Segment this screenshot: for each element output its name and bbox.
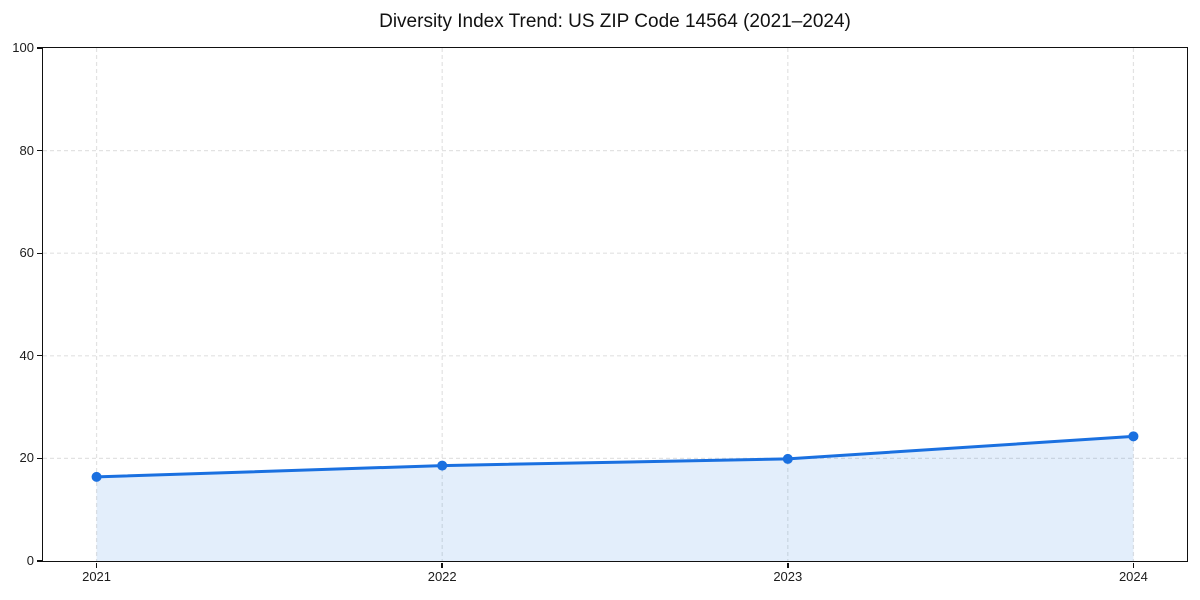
y-tick-mark	[36, 355, 42, 357]
x-tick-mark	[95, 562, 98, 568]
x-tick-label: 2022	[427, 569, 457, 584]
x-tick-label: 2021	[82, 569, 112, 584]
x-tick-mark	[1132, 562, 1135, 568]
y-tick-mark	[36, 560, 42, 562]
y-tick-label: 80	[19, 142, 34, 158]
data-point-marker	[91, 471, 102, 482]
x-tick-label: 2023	[773, 569, 803, 584]
data-point-marker	[1127, 430, 1138, 441]
x-tick-label: 2024	[1118, 569, 1148, 584]
x-tick-mark	[441, 562, 443, 568]
y-tick-label: 20	[19, 450, 34, 466]
chart-title: Diversity Index Trend: US ZIP Code 14564…	[379, 11, 851, 32]
plot-area	[41, 46, 1188, 562]
y-tick-mark	[36, 47, 42, 49]
trend-line-chart	[42, 47, 1187, 561]
y-tick-label: 0	[26, 553, 34, 568]
data-point-marker	[782, 453, 793, 464]
series-line	[94, 434, 1135, 478]
y-tick-label: 100	[12, 40, 34, 55]
y-tick-label: 60	[19, 245, 34, 261]
data-point-marker	[436, 460, 447, 471]
x-tick-mark	[787, 562, 789, 568]
y-tick-mark	[36, 252, 42, 254]
y-tick-label: 40	[19, 347, 34, 363]
y-tick-mark	[36, 149, 42, 152]
series-area-fill	[96, 435, 1133, 561]
y-tick-mark	[36, 457, 42, 460]
